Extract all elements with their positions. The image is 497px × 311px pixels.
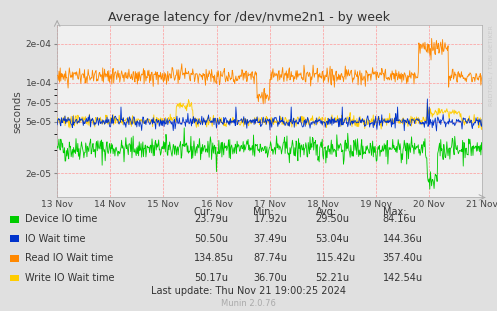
Text: 134.85u: 134.85u xyxy=(194,253,234,263)
Text: Device IO time: Device IO time xyxy=(25,214,97,224)
Text: 53.04u: 53.04u xyxy=(316,234,349,244)
Text: Min:: Min: xyxy=(253,207,274,216)
Text: 23.79u: 23.79u xyxy=(194,214,228,224)
Text: 357.40u: 357.40u xyxy=(383,253,423,263)
Text: 37.49u: 37.49u xyxy=(253,234,287,244)
Text: Munin 2.0.76: Munin 2.0.76 xyxy=(221,299,276,308)
Text: Average latency for /dev/nvme2n1 - by week: Average latency for /dev/nvme2n1 - by we… xyxy=(107,11,390,24)
Text: Max:: Max: xyxy=(383,207,406,216)
Text: Cur:: Cur: xyxy=(194,207,214,216)
Text: 142.54u: 142.54u xyxy=(383,273,423,283)
Text: IO Wait time: IO Wait time xyxy=(25,234,85,244)
Text: Write IO Wait time: Write IO Wait time xyxy=(25,273,114,283)
Y-axis label: seconds: seconds xyxy=(13,90,23,132)
Text: 87.74u: 87.74u xyxy=(253,253,287,263)
Text: 50.50u: 50.50u xyxy=(194,234,228,244)
Text: 84.16u: 84.16u xyxy=(383,214,416,224)
Text: 52.21u: 52.21u xyxy=(316,273,350,283)
Text: Avg:: Avg: xyxy=(316,207,337,216)
Text: Read IO Wait time: Read IO Wait time xyxy=(25,253,113,263)
Text: 50.17u: 50.17u xyxy=(194,273,228,283)
Text: 29.50u: 29.50u xyxy=(316,214,349,224)
Text: 36.70u: 36.70u xyxy=(253,273,287,283)
Text: 115.42u: 115.42u xyxy=(316,253,356,263)
Text: RRDTOOL / TOBI OETIKER: RRDTOOL / TOBI OETIKER xyxy=(489,25,494,106)
Text: 144.36u: 144.36u xyxy=(383,234,422,244)
Text: Last update: Thu Nov 21 19:00:25 2024: Last update: Thu Nov 21 19:00:25 2024 xyxy=(151,286,346,296)
Text: 17.92u: 17.92u xyxy=(253,214,287,224)
